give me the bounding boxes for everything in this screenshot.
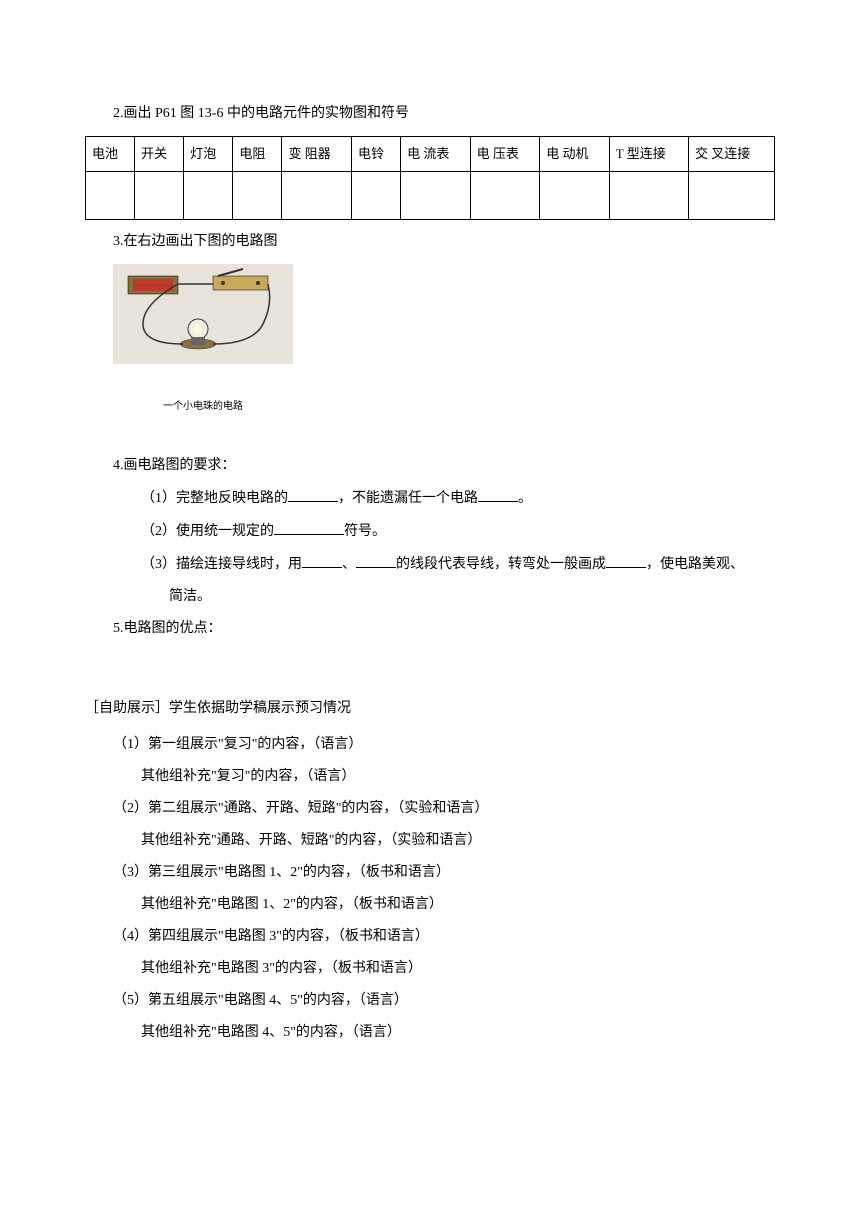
question-5: 5.电路图的优点： <box>85 615 775 643</box>
table-header: 电 流表 <box>401 137 471 172</box>
circuit-caption: 一个小电珠的电路 <box>113 397 293 417</box>
section-item-1-sub: 其他组补充"复习"的内容，（语言） <box>85 763 775 791</box>
question-3: 3.在右边画出下图的电路图 <box>85 228 775 256</box>
item-main: （4）第四组展示"电路图 3"的内容，（板书和语言） <box>113 929 429 944</box>
q4-3e: 简洁。 <box>169 589 211 604</box>
table-cell <box>233 172 282 220</box>
question-2: 2.画出 P61 图 13-6 中的电路元件的实物图和符号 <box>85 100 775 128</box>
item-main: （1）第一组展示"复习"的内容，（语言） <box>113 737 362 752</box>
section-item-2-sub: 其他组补充"通路、开路、短路"的内容，（实验和语言） <box>85 827 775 855</box>
table-cell <box>470 172 540 220</box>
item-main: （3）第三组展示"电路图 1、2"的内容，（板书和语言） <box>113 865 450 880</box>
q3-text: 3.在右边画出下图的电路图 <box>113 234 278 249</box>
q4-item1: （1）完整地反映电路的 ，不能遗漏任一个电路 。 <box>85 484 775 513</box>
table-header: T 型连接 <box>609 137 688 172</box>
table-header: 电 动机 <box>540 137 610 172</box>
q4-item3: （3）描绘连接导线时，用 、 的线段代表导线，转弯处一般画成 ，使电路美观、 <box>85 550 775 579</box>
item-main: （2）第二组展示"通路、开路、短路"的内容，（实验和语言） <box>113 801 488 816</box>
blank-field <box>288 484 338 502</box>
section-heading: ［自助展示］学生依据助学稿展示预习情况 <box>85 701 351 716</box>
table-header: 交 叉连接 <box>689 137 775 172</box>
table-cell <box>86 172 135 220</box>
table-header-row: 电池 开关 灯泡 电阻 变 阻器 电铃 电 流表 电 压表 电 动机 T 型连接… <box>86 137 775 172</box>
circuit-svg <box>113 264 293 384</box>
section-item-1: （1）第一组展示"复习"的内容，（语言） <box>85 731 775 759</box>
section-item-2: （2）第二组展示"通路、开路、短路"的内容，（实验和语言） <box>85 795 775 823</box>
item-main: （5）第五组展示"电路图 4、5"的内容，（语言） <box>113 993 408 1008</box>
q4-1c: 。 <box>518 491 532 506</box>
item-sub: 其他组补充"复习"的内容，（语言） <box>141 769 355 784</box>
blank-field <box>274 517 344 535</box>
blank-field <box>606 550 646 568</box>
q4-3c: 的线段代表导线，转弯处一般画成 <box>396 557 606 572</box>
q4-1b: ，不能遗漏任一个电路 <box>338 491 478 506</box>
section-item-3-sub: 其他组补充"电路图 1、2"的内容，（板书和语言） <box>85 891 775 919</box>
q4-title: 4.画电路图的要求： <box>113 458 236 473</box>
q4-3b: 、 <box>342 557 356 572</box>
table-cell <box>540 172 610 220</box>
section-item-4: （4）第四组展示"电路图 3"的内容，（板书和语言） <box>85 923 775 951</box>
item-sub: 其他组补充"电路图 3"的内容，（板书和语言） <box>141 961 422 976</box>
table-header: 开关 <box>135 137 184 172</box>
q4-item2: （2）使用统一规定的 符号。 <box>85 517 775 546</box>
section-title: ［自助展示］学生依据助学稿展示预习情况 <box>85 695 775 723</box>
q4-2b: 符号。 <box>344 524 386 539</box>
table-header: 电池 <box>86 137 135 172</box>
section-item-4-sub: 其他组补充"电路图 3"的内容，（板书和语言） <box>85 955 775 983</box>
table-cell <box>352 172 401 220</box>
table-cell <box>689 172 775 220</box>
table-cell <box>609 172 688 220</box>
blank-field <box>302 550 342 568</box>
item-sub: 其他组补充"电路图 1、2"的内容，（板书和语言） <box>141 897 443 912</box>
q4-1a: （1）完整地反映电路的 <box>141 491 288 506</box>
section-item-5: （5）第五组展示"电路图 4、5"的内容，（语言） <box>85 987 775 1015</box>
table-cell <box>184 172 233 220</box>
table-header: 电阻 <box>233 137 282 172</box>
item-sub: 其他组补充"电路图 4、5"的内容，（语言） <box>141 1025 401 1040</box>
table-header: 电 压表 <box>470 137 540 172</box>
spacer <box>85 647 775 667</box>
table-cell <box>135 172 184 220</box>
question-4-title: 4.画电路图的要求： <box>85 452 775 480</box>
q4-item3-cont: 简洁。 <box>85 583 775 611</box>
blank-field <box>356 550 396 568</box>
item-sub: 其他组补充"通路、开路、短路"的内容，（实验和语言） <box>141 833 481 848</box>
q4-2a: （2）使用统一规定的 <box>141 524 274 539</box>
q4-3a: （3）描绘连接导线时，用 <box>141 557 302 572</box>
section-item-3: （3）第三组展示"电路图 1、2"的内容，（板书和语言） <box>85 859 775 887</box>
q4-3d: ，使电路美观、 <box>646 557 744 572</box>
q2-text: 2.画出 P61 图 13-6 中的电路元件的实物图和符号 <box>113 106 409 121</box>
section-item-5-sub: 其他组补充"电路图 4、5"的内容，（语言） <box>85 1019 775 1047</box>
table-cell <box>401 172 471 220</box>
q5-text: 5.电路图的优点： <box>113 621 222 636</box>
table-header: 变 阻器 <box>282 137 352 172</box>
table-cell <box>282 172 352 220</box>
circuit-diagram: 一个小电珠的电路 <box>113 264 293 384</box>
table-header: 灯泡 <box>184 137 233 172</box>
blank-field <box>478 484 518 502</box>
components-table: 电池 开关 灯泡 电阻 变 阻器 电铃 电 流表 电 压表 电 动机 T 型连接… <box>85 136 775 220</box>
table-empty-row <box>86 172 775 220</box>
table-header: 电铃 <box>352 137 401 172</box>
